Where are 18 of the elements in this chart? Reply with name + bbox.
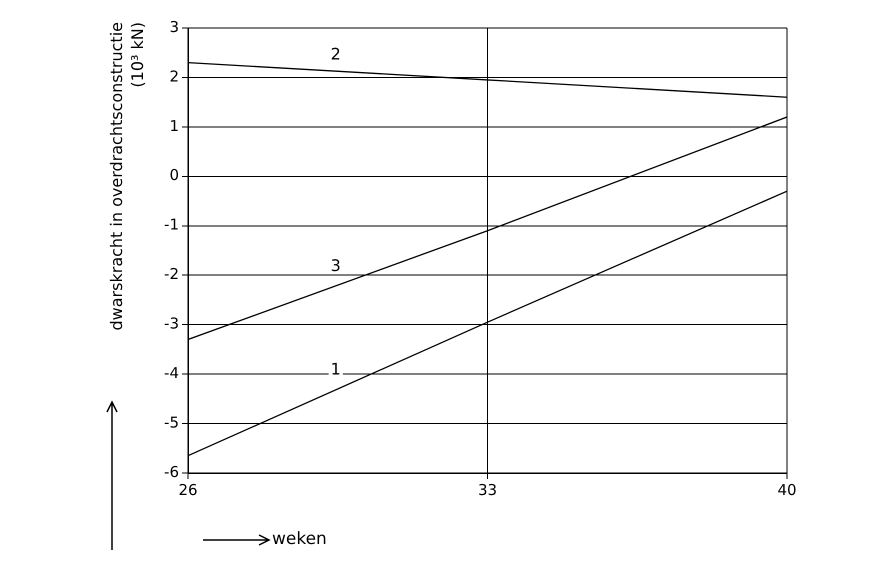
y-axis-title: dwarskracht in overdrachtsconstructie (10³ kN) [106,22,148,332]
y-tick-label: 3 [169,18,179,36]
y-tick-label: -4 [164,364,179,382]
series-label: 2 [330,44,341,64]
y-tick-label: -5 [164,413,179,432]
y-tick-label: 2 [169,67,179,86]
x-axis-title: weken [272,529,327,549]
x-tick-label: 40 [777,480,797,499]
y-tick-label: -3 [164,314,179,333]
x-tick-label: 33 [478,480,498,499]
y-tick-label: -1 [164,216,179,234]
y-tick-label: 0 [169,166,179,184]
y-tick-label: 1 [169,116,179,135]
series-label: 1 [330,359,341,378]
series-label: 3 [330,256,341,275]
y-tick-label: -2 [164,265,179,284]
y-tick-label: -6 [164,462,179,481]
x-tick-label: 26 [178,480,198,499]
